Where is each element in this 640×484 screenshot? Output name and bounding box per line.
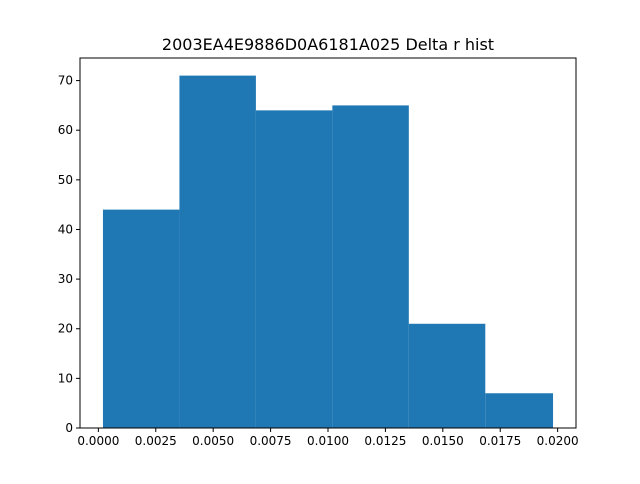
x-tick-label: 0.0200 [537, 434, 579, 448]
x-tick-label: 0.0000 [77, 434, 119, 448]
x-axis: 0.0000 0.0025 0.0050 0.0075 0.0100 0.0125 0.01… [77, 428, 579, 448]
histogram-bar [485, 393, 554, 428]
x-tick-label: 0.0025 [135, 434, 177, 448]
x-tick-label: 0.0150 [422, 434, 464, 448]
chart-title: 2003EA4E9886D0A6181A025 Delta r hist [162, 35, 494, 54]
y-tick-label: 20 [58, 322, 73, 336]
y-tick-label: 50 [58, 173, 73, 187]
bars-group [102, 75, 554, 429]
histogram-bar [408, 323, 486, 428]
x-tick-label: 0.0075 [250, 434, 292, 448]
y-axis: 0 10 20 30 40 50 60 70 [58, 74, 80, 435]
y-tick-label: 0 [65, 421, 73, 435]
y-tick-label: 60 [58, 123, 73, 137]
x-tick-label: 0.0125 [364, 434, 406, 448]
histogram-bar [102, 209, 180, 428]
y-tick-label: 40 [58, 222, 73, 236]
y-tick-label: 10 [58, 371, 73, 385]
x-tick-label: 0.0100 [307, 434, 349, 448]
x-tick-label: 0.0050 [192, 434, 234, 448]
y-tick-label: 30 [58, 272, 73, 286]
histogram-bar [179, 75, 256, 428]
histogram-bar [255, 110, 333, 428]
y-tick-label: 70 [58, 74, 73, 88]
histogram-bar [332, 105, 409, 429]
x-tick-label: 0.0175 [479, 434, 521, 448]
